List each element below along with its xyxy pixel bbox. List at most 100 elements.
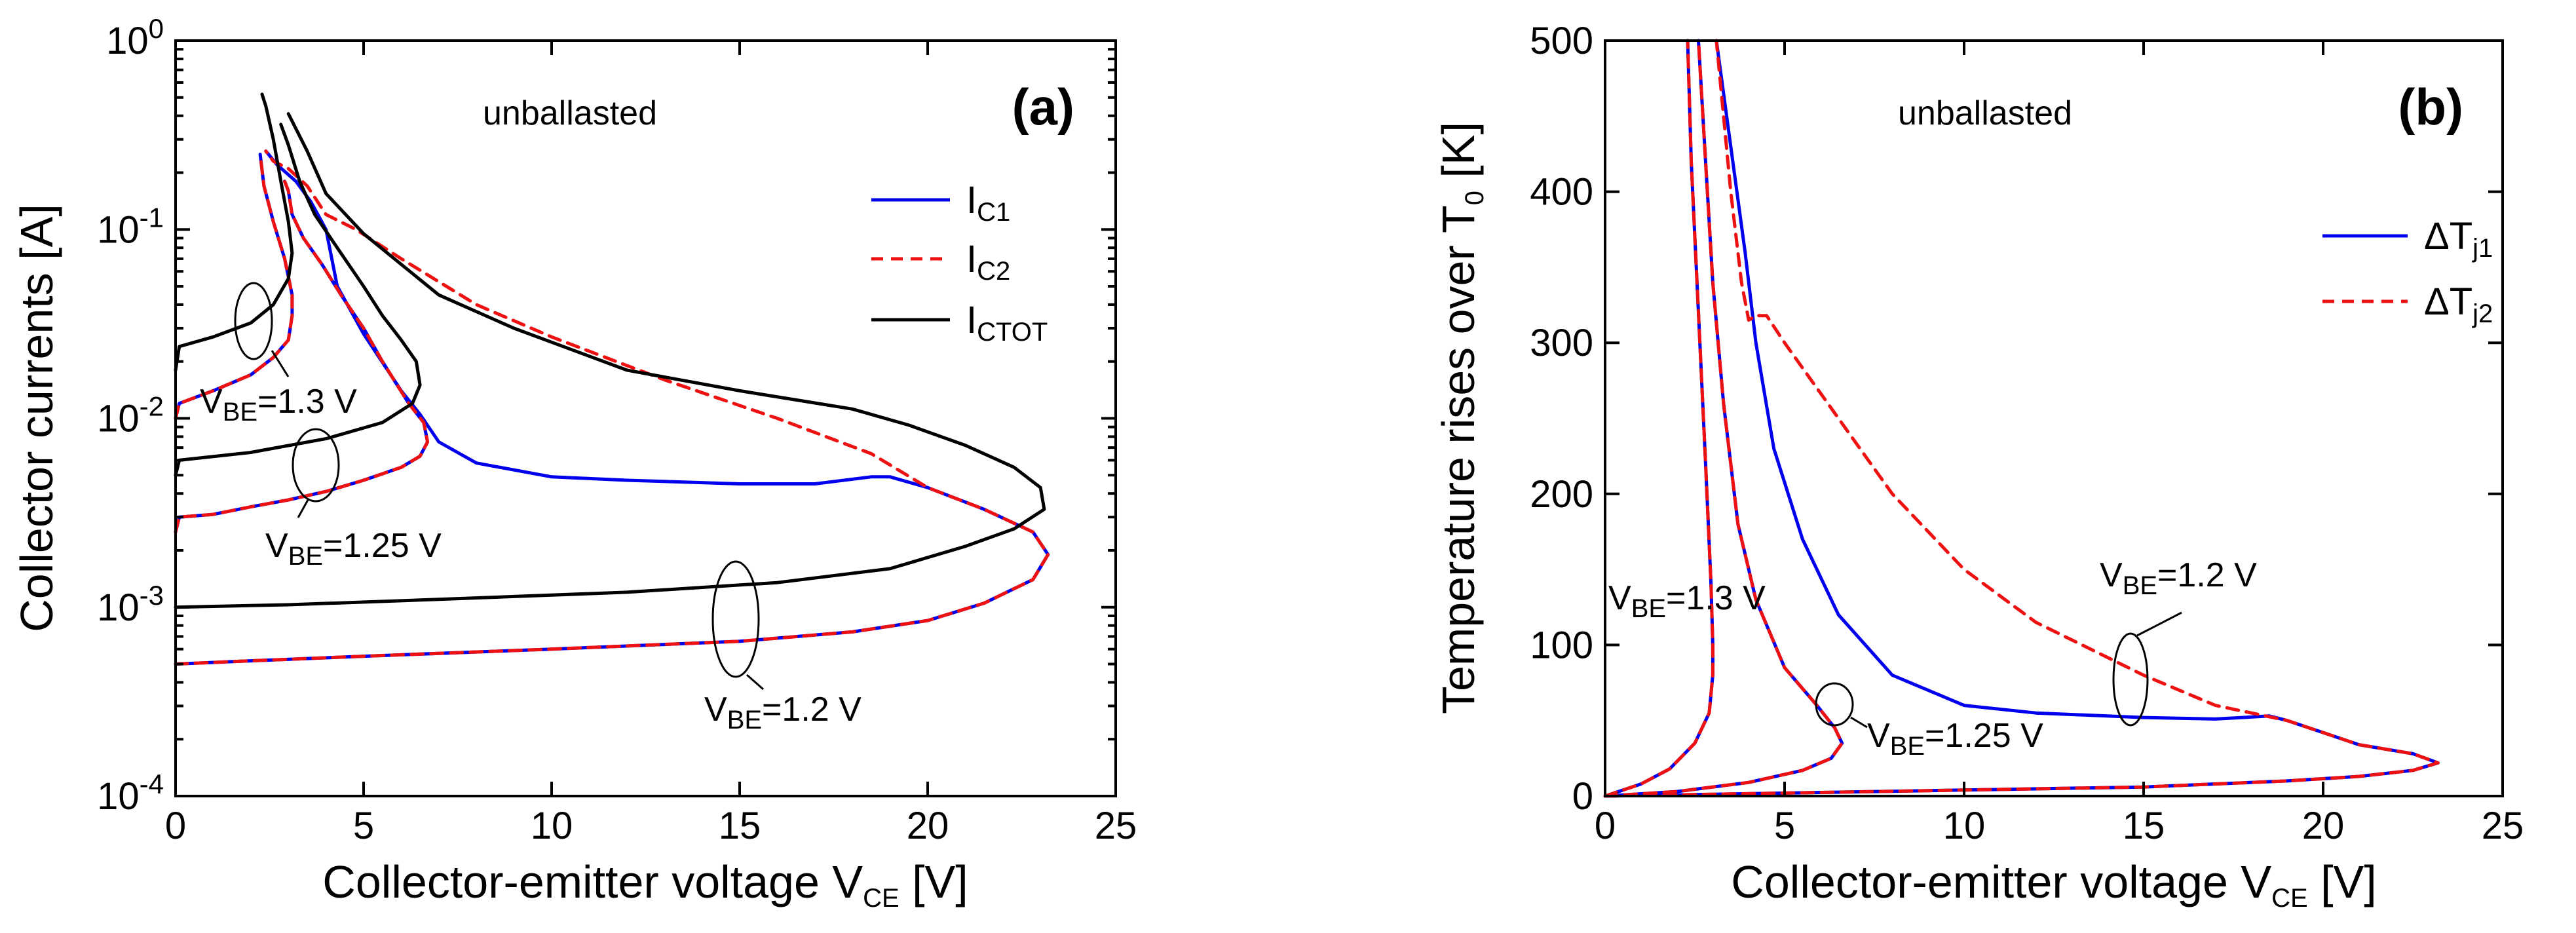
xtick-label-a-5: 25 bbox=[1095, 805, 1137, 847]
ytick-label-a-2: 10-2 bbox=[97, 391, 164, 440]
vbe-1.25-ellipse-b bbox=[1815, 682, 1854, 727]
xtick-label-b-1: 5 bbox=[1774, 805, 1795, 847]
panel-b-ylabel-sub: 0 bbox=[1460, 191, 1489, 205]
series-a-6 bbox=[174, 153, 294, 420]
vbe-1.25-value: =1.25 V bbox=[323, 527, 442, 565]
series-b-2 bbox=[1603, 39, 1844, 798]
panel-b-xlabel-unit: [V] bbox=[2320, 856, 2377, 907]
vbe-b-1.3-value: =1.3 V bbox=[1666, 579, 1766, 617]
legend-ictot-sub: CTOT bbox=[977, 318, 1048, 347]
series-a-3 bbox=[174, 180, 430, 534]
vbe-1.25-leader-a bbox=[297, 499, 309, 518]
panel-b-legend: ΔTj1 ΔTj2 bbox=[2322, 215, 2493, 328]
vbe-1.3-label-b: VBE=1.3 V bbox=[1608, 579, 1766, 623]
series-b-1 bbox=[1603, 39, 2440, 798]
panel-b-ylabel-space bbox=[1433, 178, 1484, 191]
xtick-label-b-2: 10 bbox=[1943, 805, 1986, 847]
legend-ictot-label: ICTOT bbox=[966, 299, 1048, 347]
series-a-2 bbox=[174, 112, 1046, 609]
panel-a-annotation: unballasted bbox=[483, 94, 657, 132]
panel-b-xlabel-main: Collector-emitter voltage V bbox=[1731, 856, 2271, 907]
panel-b-plot-frame bbox=[1604, 39, 2504, 797]
vbe-1.25-label-a: VBE=1.25 V bbox=[265, 527, 442, 571]
legend-tj1-label: ΔTj1 bbox=[2424, 215, 2493, 263]
panel-b-xlabel-space bbox=[2308, 856, 2320, 907]
legend-tj1-sub: j1 bbox=[2472, 234, 2493, 263]
series-b-3 bbox=[1603, 39, 1844, 798]
xtick-label-b-5: 25 bbox=[2482, 805, 2524, 847]
legend-ic1-text: I bbox=[966, 179, 977, 221]
xtick-label-a-4: 20 bbox=[907, 805, 949, 847]
panel-a-chart: 0 5 10 15 20 25 10-4 10-3 10-2 10-1 100 unballaste… bbox=[11, 13, 1137, 913]
series-b-4 bbox=[1603, 39, 1714, 798]
panel-a-xlabel-unit: [V] bbox=[912, 856, 968, 907]
panel-b-xlabel: Collector-emitter voltage VCE [V] bbox=[1731, 856, 2376, 913]
vbe-1.3-ellipse-a bbox=[234, 282, 273, 360]
legend-ic2-sub: C2 bbox=[977, 257, 1010, 286]
legend-ic2-text: I bbox=[966, 238, 977, 280]
vbe-1.2-label-b: VBE=1.2 V bbox=[2100, 556, 2257, 600]
panel-a-xlabel-space bbox=[900, 856, 912, 907]
panel-a-legend: IC1 IC2 ICTOT bbox=[871, 179, 1048, 347]
legend-ic2-label: IC2 bbox=[966, 238, 1010, 286]
vbe-1.2-sub: BE bbox=[727, 706, 762, 734]
vbe-1.2-leader-b bbox=[2136, 611, 2182, 637]
panel-b-letter: (b) bbox=[2398, 78, 2463, 136]
series-a-1 bbox=[174, 149, 1050, 666]
series-a-5 bbox=[174, 123, 422, 477]
vbe-1.25-leader-b bbox=[1850, 716, 1868, 729]
vbe-b-1.25-value: =1.25 V bbox=[1925, 717, 2043, 755]
xtick-label-b-3: 15 bbox=[2123, 805, 2165, 847]
panel-a-xlabel-main: Collector-emitter voltage V bbox=[322, 856, 863, 907]
ytick-label-b-1: 100 bbox=[1530, 624, 1593, 666]
ytick-label-a-4: 100 bbox=[106, 13, 164, 62]
vbe-1.25-sub: BE bbox=[288, 542, 323, 571]
ytick-label-b-5: 500 bbox=[1530, 20, 1593, 62]
series-a-7 bbox=[174, 153, 294, 420]
ytick-label-a-3: 10-1 bbox=[97, 202, 164, 251]
legend-ictot-text: I bbox=[966, 299, 977, 341]
ytick-label-b-3: 300 bbox=[1530, 322, 1593, 364]
ytick-label-b-4: 400 bbox=[1530, 171, 1593, 214]
legend-ic1-label: IC1 bbox=[966, 179, 1010, 227]
ytick-label-a-0: 10-4 bbox=[97, 769, 164, 818]
xtick-label-a-2: 10 bbox=[531, 805, 573, 847]
xtick-label-a-3: 15 bbox=[719, 805, 761, 847]
vbe-b-1.25-sub: BE bbox=[1890, 732, 1925, 761]
vbe-1.25-v: V bbox=[265, 527, 288, 565]
vbe-1.2-ellipse-a bbox=[711, 560, 760, 678]
ytick-label-a-1: 10-3 bbox=[97, 580, 164, 629]
vbe-b-1.2-value: =1.2 V bbox=[2157, 556, 2257, 594]
series-a-8 bbox=[174, 92, 294, 372]
vbe-1.3-leader-a bbox=[271, 350, 290, 377]
series-a-4 bbox=[174, 180, 430, 534]
legend-tj2-sub: j2 bbox=[2472, 299, 2493, 328]
panel-b-chart: 0 5 10 15 20 25 0 100 200 300 400 500 unballasted (… bbox=[1433, 20, 2524, 913]
panel-b-xlabel-sub: CE bbox=[2271, 884, 2308, 913]
series-b-0 bbox=[1603, 39, 2440, 798]
panel-a-ylabel: Collector currents [A] bbox=[11, 204, 62, 632]
xtick-label-b-0: 0 bbox=[1595, 805, 1616, 847]
vbe-1.25-label-b: VBE=1.25 V bbox=[1867, 717, 2043, 761]
vbe-1.3-value: =1.3 V bbox=[257, 383, 357, 421]
vbe-b-1.3-sub: BE bbox=[1631, 594, 1666, 623]
panel-b-annotations: VBE=1.3 V VBE=1.25 V VBE=1.2 V bbox=[1608, 556, 2257, 761]
vbe-1.3-v: V bbox=[200, 383, 223, 421]
vbe-1.2-label-a: VBE=1.2 V bbox=[704, 691, 862, 734]
legend-tj2-label: ΔTj2 bbox=[2424, 280, 2493, 328]
vbe-1.25-ellipse-a bbox=[292, 428, 340, 503]
series-b-5 bbox=[1603, 39, 1714, 798]
legend-tj2-text: ΔT bbox=[2424, 280, 2472, 323]
vbe-1.2-leader-a bbox=[746, 674, 764, 691]
ytick-label-b-2: 200 bbox=[1530, 473, 1593, 516]
vbe-1.2-ellipse-b bbox=[2112, 632, 2149, 727]
vbe-1.2-value: =1.2 V bbox=[762, 691, 862, 729]
panel-a-xlabel: Collector-emitter voltage VCE [V] bbox=[322, 856, 968, 913]
xtick-label-b-4: 20 bbox=[2302, 805, 2345, 847]
vbe-b-1.25-v: V bbox=[1867, 717, 1890, 755]
xtick-label-a-0: 0 bbox=[165, 805, 186, 847]
legend-tj1-text: ΔT bbox=[2424, 215, 2472, 257]
vbe-1.2-v: V bbox=[704, 691, 727, 729]
panel-a-annotations: VBE=1.3 V VBE=1.25 V VBE=1.2 V bbox=[200, 282, 862, 734]
